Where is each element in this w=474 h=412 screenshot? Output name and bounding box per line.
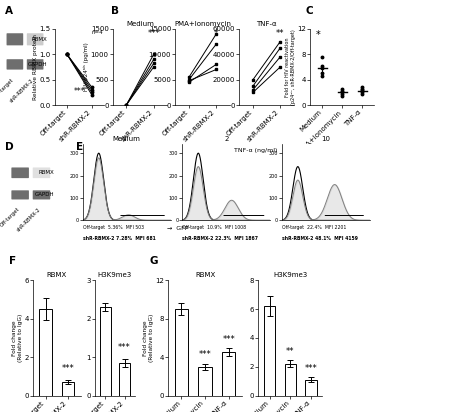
- Text: ***: ***: [73, 87, 85, 96]
- Bar: [199, 367, 211, 396]
- Text: ***: ***: [199, 350, 211, 359]
- Text: **: **: [286, 346, 294, 356]
- Text: ***: ***: [62, 364, 74, 373]
- Text: Off-target  22.4%  MFI 2201: Off-target 22.4% MFI 2201: [282, 225, 346, 229]
- FancyBboxPatch shape: [11, 190, 29, 199]
- FancyBboxPatch shape: [7, 33, 23, 45]
- Text: ***: ***: [222, 335, 235, 344]
- Bar: [39, 309, 52, 396]
- Y-axis label: Relative RBMX protein: Relative RBMX protein: [33, 34, 38, 100]
- Y-axis label: Fold change
(Relative to IgG): Fold change (Relative to IgG): [12, 314, 23, 362]
- Text: ***: ***: [305, 364, 317, 373]
- FancyBboxPatch shape: [11, 167, 29, 178]
- Text: Off-target  5.36%  MFI 503: Off-target 5.36% MFI 503: [83, 225, 144, 229]
- Y-axis label: Fold for HIV reactivation
(p24ᵃⁱˢ, shR-RBMX-2/Off-target): Fold for HIV reactivation (p24ᵃⁱˢ, shR-R…: [285, 29, 296, 105]
- Text: C: C: [306, 7, 313, 16]
- Text: *: *: [316, 30, 320, 40]
- Title: Medium: Medium: [126, 21, 154, 27]
- Text: shR-RBMX-2 7.28%  MFI 681: shR-RBMX-2 7.28% MFI 681: [83, 236, 155, 241]
- Bar: [62, 382, 74, 396]
- Title: 10: 10: [321, 136, 330, 143]
- Bar: [100, 307, 110, 396]
- Bar: [305, 380, 317, 396]
- Text: shR-RBMX-2 48.1%  MFI 4159: shR-RBMX-2 48.1% MFI 4159: [282, 236, 358, 241]
- Bar: [119, 363, 130, 396]
- Text: GAPDH: GAPDH: [35, 192, 55, 197]
- Text: shR-RBMX-2: shR-RBMX-2: [16, 206, 42, 232]
- Text: ***: ***: [118, 343, 131, 352]
- FancyBboxPatch shape: [33, 190, 50, 199]
- Text: RBMX: RBMX: [39, 170, 55, 175]
- Text: Off-target  10.9%  MFI 1008: Off-target 10.9% MFI 1008: [182, 225, 246, 229]
- Title: RBMX: RBMX: [195, 272, 215, 279]
- Text: TNF-α (ng/ml): TNF-α (ng/ml): [234, 147, 278, 152]
- Bar: [175, 309, 188, 396]
- Text: shR-RBMX-2 22.3%  MFI 1867: shR-RBMX-2 22.3% MFI 1867: [182, 236, 258, 241]
- Text: B: B: [111, 7, 119, 16]
- FancyBboxPatch shape: [27, 33, 44, 45]
- Title: PMA+Ionomycin: PMA+Ionomycin: [174, 21, 231, 27]
- Text: D: D: [5, 143, 13, 152]
- Bar: [285, 364, 296, 396]
- Title: Medium: Medium: [113, 136, 141, 143]
- Text: **: **: [276, 29, 284, 38]
- Text: shR-RBMX-2: shR-RBMX-2: [9, 77, 36, 103]
- Title: TNF-α: TNF-α: [256, 21, 277, 27]
- Text: GAPDH: GAPDH: [28, 62, 47, 67]
- Text: A: A: [5, 7, 13, 16]
- FancyBboxPatch shape: [27, 59, 44, 70]
- Text: RBMX: RBMX: [32, 37, 47, 42]
- Text: G: G: [149, 256, 158, 266]
- Y-axis label: HIV p24ᵃⁱˢ (pg/ml): HIV p24ᵃⁱˢ (pg/ml): [83, 42, 89, 91]
- Bar: [264, 306, 275, 396]
- Text: *: *: [214, 29, 219, 38]
- Text: F: F: [9, 256, 17, 266]
- FancyBboxPatch shape: [7, 59, 23, 70]
- Text: →  GFP: → GFP: [167, 226, 189, 231]
- Text: Off-target: Off-target: [0, 206, 20, 228]
- Title: RBMX: RBMX: [47, 272, 67, 279]
- Text: Off-target: Off-target: [0, 77, 15, 99]
- FancyBboxPatch shape: [33, 167, 50, 178]
- Y-axis label: Fold change
(Relative to IgG): Fold change (Relative to IgG): [143, 314, 154, 362]
- Text: E: E: [76, 143, 83, 152]
- Bar: [222, 352, 235, 396]
- Text: n=4: n=4: [91, 30, 103, 35]
- Title: H3K9me3: H3K9me3: [273, 272, 308, 279]
- Text: ***: ***: [147, 29, 160, 38]
- Title: H3K9me3: H3K9me3: [98, 272, 132, 279]
- Title: 2: 2: [224, 136, 228, 143]
